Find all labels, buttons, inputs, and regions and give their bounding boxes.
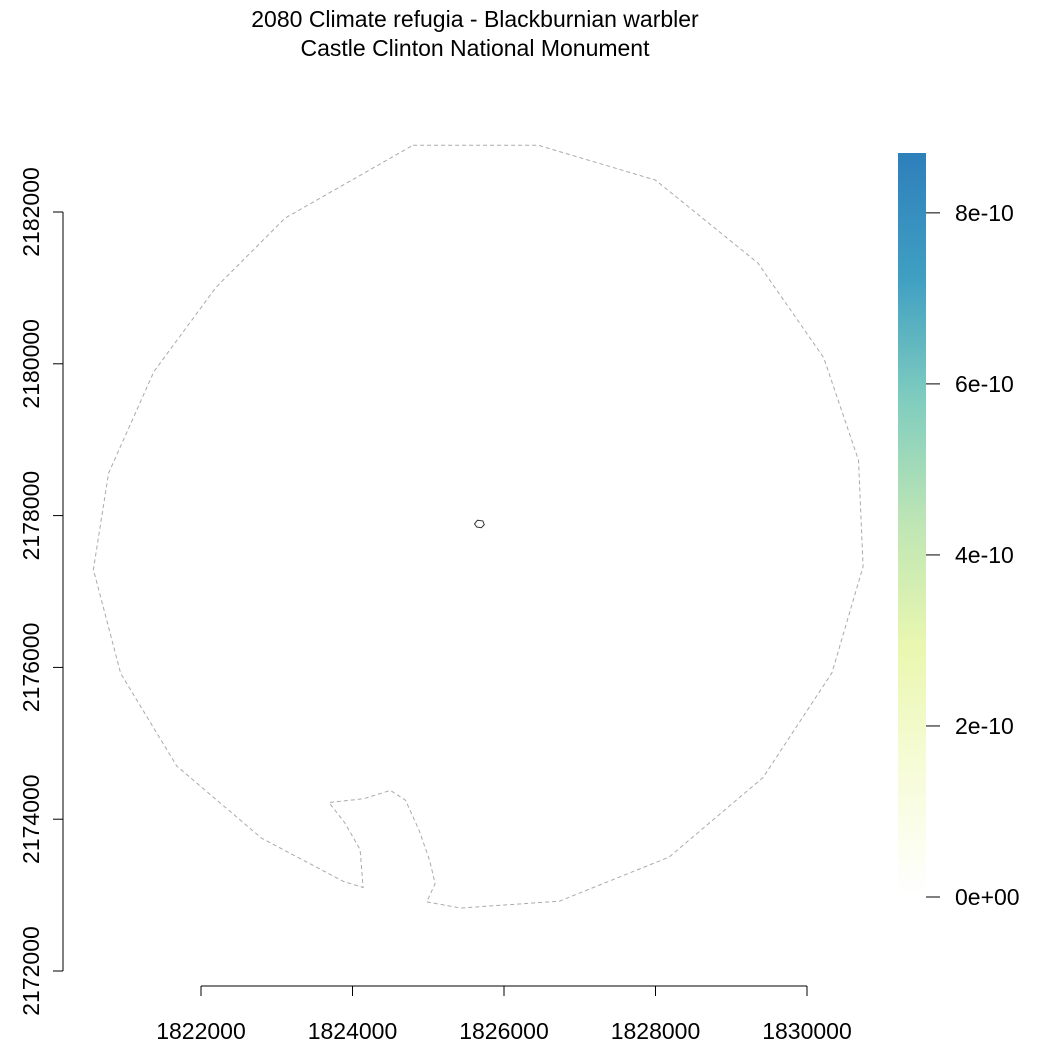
buffer-boundary: [92, 144, 864, 909]
y-axis: 2172000 2174000 2176000 2178000 2180000 21820…: [18, 167, 64, 1016]
x-tick-label: 1824000: [308, 1018, 398, 1044]
colorbar-tick-label: 8e-10: [955, 200, 1014, 226]
y-tick-label: 2176000: [18, 623, 44, 713]
colorbar-tick-label: 2e-10: [955, 713, 1014, 739]
x-tick-label: 1826000: [459, 1018, 549, 1044]
y-tick-label: 2174000: [18, 774, 44, 864]
chart-title: 2080 Climate refugia - Blackburnian warb…: [251, 6, 699, 32]
colorbar-tick-label: 0e+00: [955, 884, 1020, 910]
park-boundary: [473, 519, 485, 529]
x-tick-label: 1828000: [611, 1018, 701, 1044]
y-tick-label: 2172000: [18, 926, 44, 1016]
y-tick-label: 2178000: [18, 471, 44, 561]
y-tick-label: 2180000: [18, 319, 44, 409]
x-axis: 1822000 1824000 1826000 1828000 1830000: [156, 985, 852, 1044]
x-tick-label: 1822000: [156, 1018, 246, 1044]
colorbar-tick-label: 6e-10: [955, 371, 1014, 397]
chart-subtitle: Castle Clinton National Monument: [300, 35, 650, 61]
colorbar-legend: 0e+00 2e-10 4e-10 6e-10 8e-10: [898, 153, 1020, 910]
colorbar-tick-label: 4e-10: [955, 542, 1014, 568]
y-tick-label: 2182000: [18, 167, 44, 257]
x-tick-label: 1830000: [762, 1018, 852, 1044]
colorbar: [898, 153, 926, 897]
